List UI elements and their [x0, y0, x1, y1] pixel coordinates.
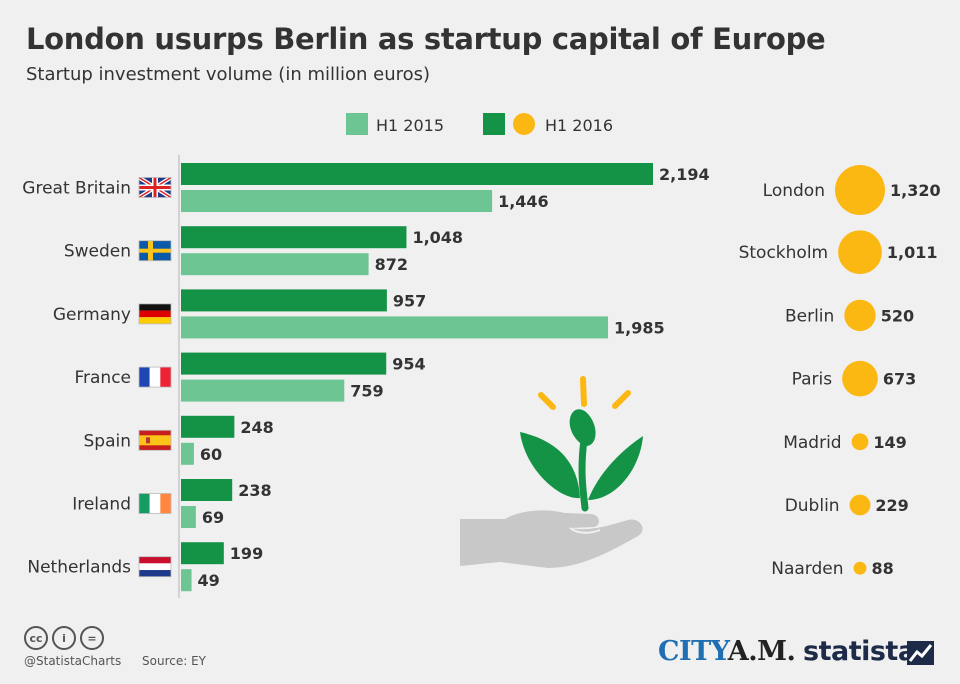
statista-logo-mark	[907, 641, 934, 665]
city-label: London	[763, 181, 825, 201]
ie-flag-icon	[138, 493, 172, 514]
bar-label-h1-2016: 238	[238, 481, 271, 500]
license-icons: cc i =	[24, 626, 104, 650]
nl-flag-icon	[138, 556, 172, 578]
city-bubble	[851, 433, 869, 451]
creative-commons-icon: cc	[24, 626, 48, 650]
no-derivatives-icon: =	[80, 626, 104, 650]
gb-flag-icon	[137, 175, 173, 200]
city-label: Dublin	[785, 496, 840, 516]
bar-h1-2015	[181, 316, 609, 339]
bar-h1-2016	[181, 163, 653, 185]
de-flag-icon	[138, 303, 172, 325]
category-label: Netherlands	[27, 558, 131, 578]
bar-h1-2015	[181, 506, 196, 528]
bar-label-h1-2015: 759	[350, 382, 383, 401]
city-bubble	[838, 230, 882, 275]
city-value-label: 673	[883, 370, 916, 389]
bar-h1-2015	[181, 379, 345, 402]
bar-label-h1-2015: 1,446	[498, 192, 549, 211]
city-bubble	[853, 561, 867, 575]
city-bubble	[844, 299, 876, 332]
city-value-label: 1,320	[890, 181, 941, 200]
bar-h1-2016	[181, 542, 224, 565]
bar-h1-2016	[181, 289, 387, 312]
bar-h1-2016	[181, 479, 233, 501]
cityam-logo-part2: A.M.	[727, 636, 796, 667]
category-label: France	[74, 368, 131, 388]
seedling-in-hand-icon	[460, 376, 643, 568]
bar-label-h1-2016: 954	[392, 355, 425, 374]
city-value-label: 149	[873, 433, 906, 452]
fr-flag-icon	[138, 366, 172, 388]
bar-h1-2016	[181, 226, 407, 249]
legend-swatch-2016	[483, 113, 505, 135]
flag-group	[137, 175, 173, 578]
cityam-logo-part1: CITY	[658, 636, 728, 667]
city-value-label: 520	[881, 306, 914, 325]
es-flag-icon	[138, 429, 172, 451]
bar-label-h1-2015: 69	[202, 508, 224, 527]
city-bubble	[842, 360, 878, 397]
statista-logo: statista	[803, 636, 916, 667]
city-value-label: 88	[871, 559, 893, 578]
chart-title: London usurps Berlin as startup capital …	[26, 22, 826, 56]
legend-bubble-2016	[513, 113, 535, 135]
city-bubble	[835, 165, 885, 215]
city-label: Paris	[792, 370, 833, 390]
se-flag-icon	[138, 240, 172, 262]
bar-label-h1-2016: 1,048	[412, 228, 463, 247]
bar-h1-2015	[181, 569, 192, 592]
bar-label-h1-2016: 199	[230, 544, 263, 563]
bubble-group: London 1,320 Stockholm 1,011 Berlin 520 Paris 6…	[739, 165, 941, 579]
bar-h1-2015	[181, 253, 369, 276]
category-label: Germany	[53, 305, 131, 325]
bar-label-h1-2016: 248	[240, 418, 273, 437]
chart-subtitle: Startup investment volume (in million eu…	[26, 64, 431, 85]
bar-h1-2015	[181, 190, 493, 212]
city-label: Berlin	[785, 306, 834, 326]
legend-swatch-2015	[346, 113, 368, 135]
bar-label-h1-2015: 60	[200, 445, 222, 464]
bar-label-h1-2015: 1,985	[614, 318, 665, 337]
bar-label-h1-2016: 2,194	[659, 165, 710, 184]
city-label: Naarden	[771, 559, 843, 579]
attribution-icon: i	[52, 626, 76, 650]
bar-h1-2015	[181, 442, 194, 465]
statista-handle: @StatistaCharts	[24, 654, 122, 668]
legend: H1 2015 H1 2016	[346, 113, 613, 135]
bar-label-h1-2016: 957	[393, 291, 426, 310]
city-label: Madrid	[783, 433, 841, 453]
bar-h1-2016	[181, 352, 387, 375]
cityam-logo: CITYA.M.	[658, 636, 796, 667]
legend-label-2015: H1 2015	[376, 116, 444, 135]
bar-h1-2016	[181, 415, 235, 438]
category-label: Great Britain	[22, 179, 131, 199]
source-note: Source: EY	[142, 654, 206, 668]
city-label: Stockholm	[739, 243, 829, 263]
category-label: Sweden	[64, 242, 131, 262]
category-label: Ireland	[72, 495, 131, 515]
bar-label-h1-2015: 49	[198, 571, 220, 590]
category-label: Spain	[84, 431, 132, 451]
city-value-label: 1,011	[887, 243, 938, 262]
legend-label-2016: H1 2016	[545, 116, 613, 135]
city-bubble	[849, 494, 871, 516]
bar-label-h1-2015: 872	[375, 255, 408, 274]
city-value-label: 229	[875, 496, 908, 515]
